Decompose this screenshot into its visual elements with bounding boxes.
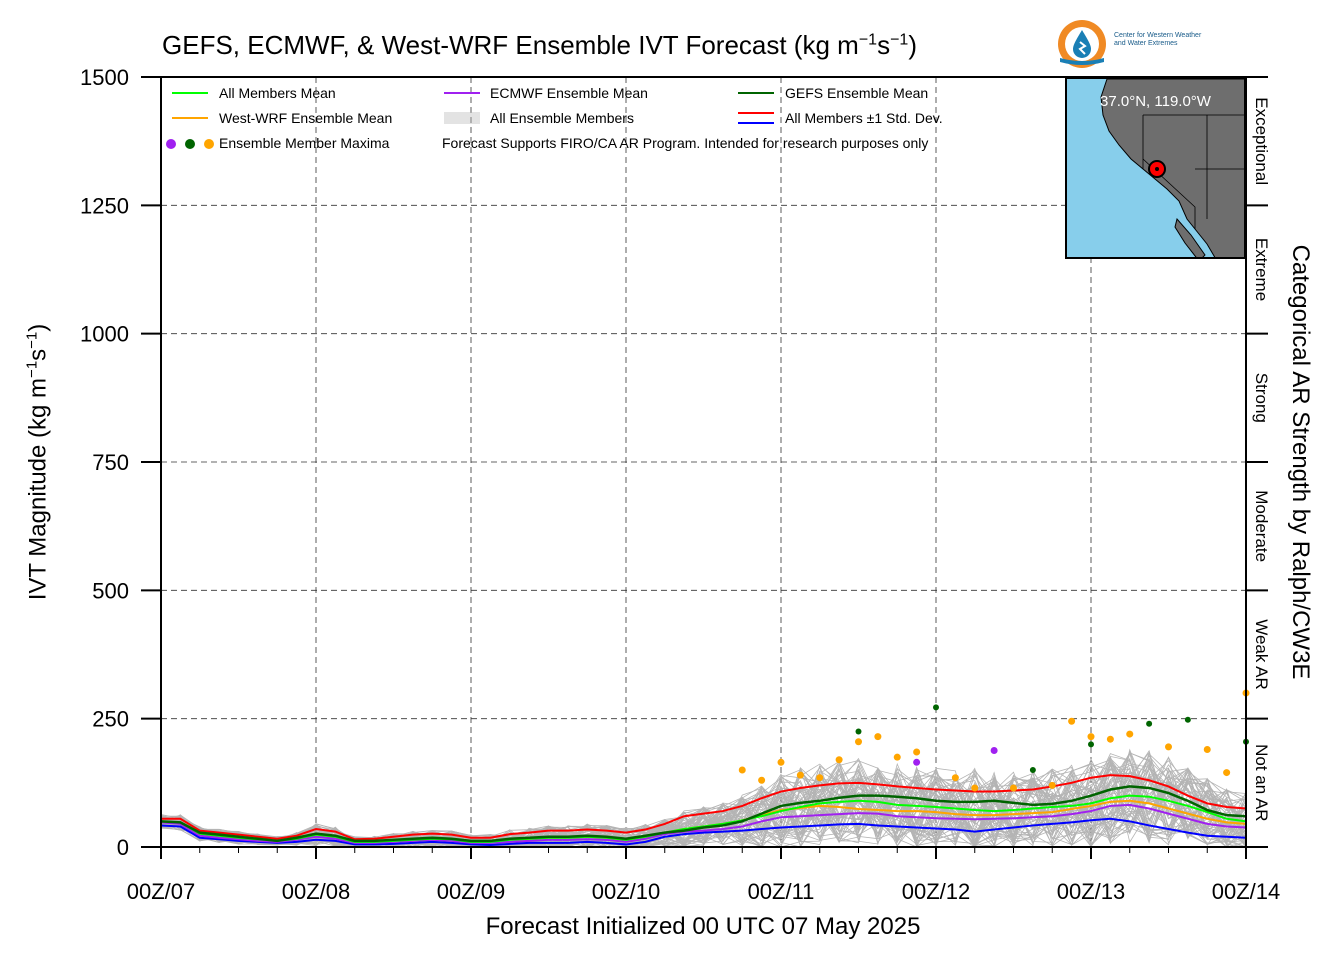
legend-gefs-mean: GEFS Ensemble Mean	[785, 85, 929, 101]
y-tick-label: 0	[117, 835, 129, 860]
legend-std-dev: All Members ±1 Std. Dev.	[785, 110, 943, 126]
maxima-point	[1184, 716, 1191, 723]
ensemble-maxima-points	[738, 689, 1250, 792]
state-borders	[1142, 114, 1244, 229]
baja-shape	[1174, 217, 1206, 257]
maxima-point	[893, 753, 901, 761]
series-lines	[160, 774, 1247, 846]
category-axis-ticks: Not an AR Weak AR Moderate Strong Extreme Exc…	[1246, 76, 1271, 848]
maxima-point	[758, 776, 766, 784]
legend-ecmwf-mean: ECMWF Ensemble Mean	[490, 85, 648, 101]
x-tick-label: 00Z/13	[1057, 879, 1126, 904]
x-tick-label: 00Z/08	[282, 879, 351, 904]
series-line-std_lower	[160, 817, 1247, 846]
legend-westwrf-mean: West-WRF Ensemble Mean	[219, 110, 393, 126]
x-tick-label: 00Z/07	[127, 879, 196, 904]
chart-title: GEFS, ECMWF, & West-WRF Ensemble IVT For…	[162, 30, 917, 60]
y-tick-label: 500	[92, 578, 129, 603]
maxima-point	[1106, 735, 1114, 743]
legend-maxima: Ensemble Member Maxima	[219, 135, 390, 151]
category-label: Extreme	[1252, 238, 1271, 301]
maxima-point	[874, 733, 882, 741]
legend-all-members: All Ensemble Members	[490, 110, 634, 126]
inset-coordinate-label: 37.0°N, 119.0°W	[1100, 93, 1211, 110]
y-tick-label: 750	[92, 450, 129, 475]
inset-map-drawing	[1100, 79, 1244, 257]
legend-dot-ecmwf	[166, 139, 176, 149]
y-tick-label: 1000	[80, 322, 129, 347]
category-label: Moderate	[1252, 490, 1271, 562]
right-axis-label: Categorical AR Strength by Ralph/CW3E	[1287, 244, 1314, 680]
legend-dot-gefs	[185, 139, 195, 149]
x-tick-label: 00Z/14	[1212, 879, 1281, 904]
x-tick-label: 00Z/12	[902, 879, 971, 904]
logo-text: Center for Western Weather and Water Extr…	[1114, 32, 1202, 47]
land-shape	[1100, 79, 1244, 257]
maxima-point	[1010, 784, 1017, 792]
category-label: Strong	[1252, 373, 1271, 423]
x-axis-ticks: 00Z/07 00Z/08 00Z/09 00Z/10 00Z/11 00Z/12 00Z/…	[127, 847, 1281, 904]
maxima-point	[1029, 767, 1036, 773]
maxima-point	[971, 784, 979, 792]
maxima-point	[1203, 745, 1211, 753]
x-tick-label: 00Z/10	[592, 879, 661, 904]
legend-all-members-mean: All Members Mean	[219, 85, 336, 101]
x-tick-label: 00Z/09	[437, 879, 506, 904]
y-tick-label: 1500	[80, 65, 129, 90]
series-line-gefs	[160, 785, 1247, 843]
maxima-point	[738, 766, 746, 774]
maxima-point	[913, 758, 921, 766]
maxima-point	[777, 758, 785, 766]
series-line-ecmwf	[160, 803, 1247, 844]
legend-note: Forecast Supports FIRO/CA AR Program. In…	[442, 135, 929, 151]
maxima-point	[835, 756, 843, 764]
water-drop-sun-logo-icon	[1058, 20, 1106, 68]
series-line-std_upper	[161, 774, 1247, 841]
maxima-point	[816, 774, 824, 782]
maxima-point	[1146, 720, 1153, 727]
maxima-point	[855, 738, 862, 746]
legend-dot-westwrf	[204, 139, 214, 149]
x-tick-label: 00Z/11	[748, 879, 815, 904]
legend-swatches	[166, 92, 774, 149]
ensemble-member-line	[160, 776, 1247, 848]
category-label: Exceptional	[1252, 97, 1271, 185]
maxima-point	[796, 771, 804, 779]
maxima-point	[951, 774, 959, 782]
grid-lines	[161, 77, 1246, 847]
inset-map: 37.0°N, 119.0°W	[1065, 77, 1246, 259]
cw3e-logo: Center for Western Weather and Water Extr…	[1056, 18, 1246, 70]
maxima-point	[933, 704, 939, 711]
maxima-point	[1223, 769, 1231, 777]
y-tick-label: 1250	[80, 193, 129, 218]
x-axis-label: Forecast Initialized 00 UTC 07 May 2025	[485, 913, 921, 940]
maxima-point	[1048, 781, 1056, 789]
y-axis-label: IVT Magnitude (kg m−1s−1)	[23, 323, 52, 601]
maxima-point	[1165, 743, 1172, 751]
y-axis-ticks: 0 250 500 750 1000 1250 1500	[80, 65, 161, 860]
category-label: Weak AR	[1252, 619, 1271, 690]
maxima-point	[990, 746, 998, 754]
maxima-point	[1088, 741, 1094, 748]
y-tick-label: 250	[92, 707, 129, 732]
maxima-point	[1126, 730, 1134, 738]
maxima-point	[1087, 733, 1095, 741]
maxima-point	[913, 748, 921, 756]
ensemble-member-line	[160, 763, 1247, 848]
category-label: Not an AR	[1252, 744, 1271, 822]
maxima-point	[1068, 717, 1076, 725]
maxima-point	[855, 728, 862, 735]
